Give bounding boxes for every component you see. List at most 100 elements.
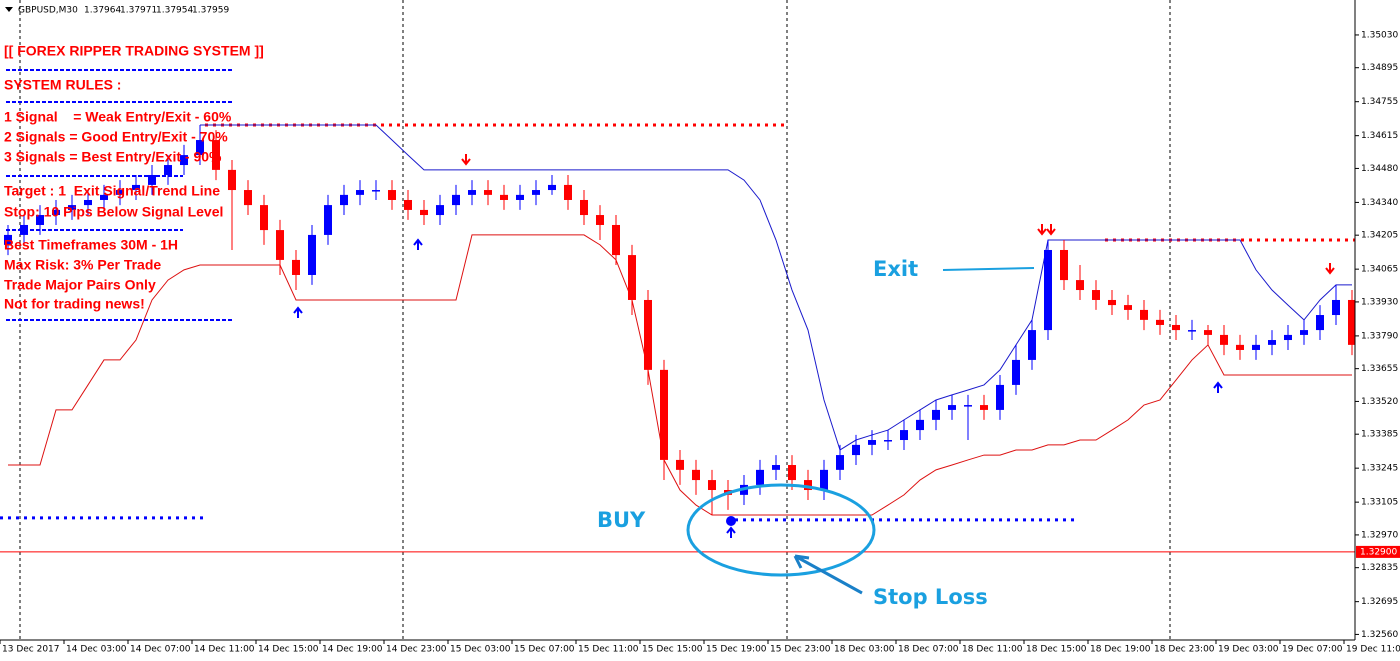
note-separators xyxy=(6,69,233,321)
note: 2 Signals = Good Entry/Exit - 70% xyxy=(4,129,228,145)
x-tick-label: 18 Dec 11:00 xyxy=(962,645,1023,655)
candle-body xyxy=(1236,344,1244,350)
candle-body xyxy=(468,190,476,195)
candle-body xyxy=(276,230,284,260)
candle-body xyxy=(1300,330,1308,335)
y-tick-label: 1.34615 xyxy=(1361,131,1398,141)
candle-body xyxy=(788,465,796,481)
candle-body xyxy=(900,430,908,441)
x-tick-label: 18 Dec 03:00 xyxy=(834,645,895,655)
candle-body xyxy=(644,299,652,370)
y-tick-label: 1.34480 xyxy=(1361,164,1398,174)
x-tick-label: 14 Dec 15:00 xyxy=(258,645,319,655)
candle-body xyxy=(404,199,412,210)
y-tick-label: 1.34755 xyxy=(1361,97,1398,107)
x-tick-label: 15 Dec 11:00 xyxy=(578,645,639,655)
x-tick-label: 15 Dec 07:00 xyxy=(514,645,575,655)
y-tick-label: 1.32560 xyxy=(1361,630,1398,640)
note: Best Timeframes 30M - 1H xyxy=(4,237,178,253)
x-tick-label: 14 Dec 07:00 xyxy=(130,645,191,655)
exit-label: Exit xyxy=(873,257,918,281)
quote: 1.37971 xyxy=(120,6,157,16)
buy-arrow xyxy=(413,238,423,250)
candle-body xyxy=(1108,299,1116,306)
note: Target : 1 Exit Signal/Trend Line xyxy=(4,183,220,199)
candle-body xyxy=(52,209,60,216)
candle-body xyxy=(836,455,844,470)
candle-body xyxy=(1076,280,1084,291)
candle-body xyxy=(1028,330,1036,360)
candle-body xyxy=(756,469,764,485)
candle-body xyxy=(996,384,1004,410)
candle-body xyxy=(68,205,76,210)
buy-arrow xyxy=(1213,381,1223,393)
note: Trade Major Pairs Only xyxy=(4,277,156,293)
candle-body xyxy=(356,190,364,195)
x-tick-label: 14 Dec 03:00 xyxy=(66,645,127,655)
exit-pointer xyxy=(942,267,1035,271)
candle-body xyxy=(660,369,668,460)
x-tick-label: 19 Dec 07:00 xyxy=(1282,645,1343,655)
note: Max Risk: 3% Per Trade xyxy=(4,257,161,273)
stop-loss-label: Stop Loss xyxy=(873,585,988,609)
channel-line xyxy=(200,124,1352,451)
sell-arrow xyxy=(1325,263,1335,275)
candle-body xyxy=(628,255,636,300)
y-tick-label: 1.33930 xyxy=(1361,297,1398,307)
signal-arrows xyxy=(293,154,1335,538)
y-tick-label: 1.33790 xyxy=(1361,331,1398,341)
candle-body xyxy=(1092,290,1100,300)
stop-ellipse xyxy=(686,483,876,577)
candle-body xyxy=(372,190,380,192)
y-tick-label: 1.32695 xyxy=(1361,597,1398,607)
note: 3 Signals = Best Entry/Exit - 90% xyxy=(4,149,222,165)
candle-body xyxy=(292,259,300,275)
header: GBPUSD,M30 1.37964 1.37971 1.37954 1.379… xyxy=(5,6,229,16)
x-tick-label: 19 Dec 11:00 xyxy=(1346,645,1400,655)
y-tick-label: 1.33655 xyxy=(1361,364,1398,374)
candle-body xyxy=(548,184,556,191)
y-tick-label: 1.34895 xyxy=(1361,63,1398,73)
annotations: Exit BUY Stop Loss xyxy=(597,257,1035,609)
candle-body xyxy=(212,140,220,170)
candle-body xyxy=(228,169,236,191)
candle-body xyxy=(820,469,828,491)
candle-body xyxy=(692,469,700,481)
candle-body xyxy=(116,190,124,195)
overlay-text: [[ FOREX RIPPER TRADING SYSTEM ]] SYSTEM… xyxy=(4,43,264,321)
quote: 1.37954 xyxy=(156,6,193,16)
candle-body xyxy=(1060,249,1068,281)
candle-body xyxy=(772,465,780,470)
candle-body xyxy=(1268,340,1276,345)
candle-body xyxy=(1332,299,1340,316)
x-tick-label: 15 Dec 19:00 xyxy=(706,645,767,655)
candle-body xyxy=(1156,319,1164,325)
candle-body xyxy=(452,194,460,206)
candle-body xyxy=(1188,330,1196,332)
candle-body xyxy=(612,224,620,256)
candle-body xyxy=(484,190,492,195)
x-tick-label: 15 Dec 15:00 xyxy=(642,645,703,655)
quote: 1.37959 xyxy=(192,6,229,16)
candle-body xyxy=(100,194,108,200)
candle-body xyxy=(324,205,332,235)
entry-dot xyxy=(726,516,736,526)
candle-body xyxy=(852,444,860,456)
y-tick-label: 1.33105 xyxy=(1361,498,1398,508)
y-tick-label: 1.34065 xyxy=(1361,265,1398,275)
candle-body xyxy=(516,194,524,200)
candle-body xyxy=(564,184,572,200)
buy-arrow xyxy=(293,306,303,318)
candle-body xyxy=(804,480,812,491)
y-tick-label: 1.33245 xyxy=(1361,464,1398,474)
candle-body xyxy=(436,205,444,216)
candle-body xyxy=(420,209,428,216)
candle-body xyxy=(580,199,588,216)
candle-body xyxy=(1252,344,1260,350)
candle-body xyxy=(916,419,924,431)
x-tick-label: 18 Dec 23:00 xyxy=(1154,645,1215,655)
candle-body xyxy=(532,190,540,195)
x-tick-label: 15 Dec 23:00 xyxy=(770,645,831,655)
